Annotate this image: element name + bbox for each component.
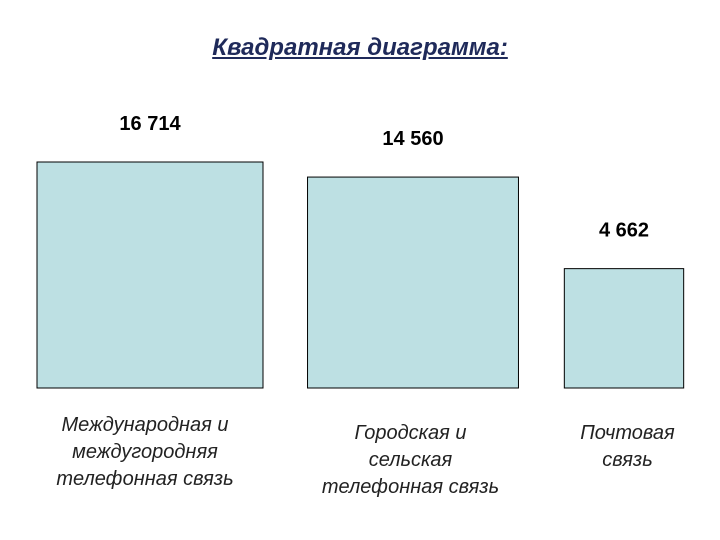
chart-title: Квадратная диаграмма:	[212, 34, 508, 61]
square-0	[36, 161, 264, 389]
category-label-0-line-1: междугородняя	[72, 441, 218, 463]
value-label-1: 14 560	[382, 128, 443, 150]
category-label-2-line-0: Почтовая	[580, 422, 675, 444]
category-label-1-line-0: Городская и	[354, 422, 467, 444]
square-2	[563, 268, 685, 389]
square-1	[307, 176, 519, 389]
category-label-0-line-2: телефонная связь	[56, 468, 234, 490]
category-label-1: Городская и сельская телефонная связь	[288, 420, 533, 501]
category-label-0-line-0: Международная и	[61, 414, 229, 436]
category-label-2-line-1: связь	[602, 449, 653, 471]
category-label-2: Почтовая связь	[555, 420, 700, 474]
category-label-1-line-2: телефонная связь	[321, 476, 500, 498]
value-label-2: 4 662	[599, 220, 649, 242]
category-label-0: Международная и междугородняя телефонная…	[20, 412, 270, 493]
value-label-0: 16 714	[119, 113, 181, 135]
category-label-1-line-1: сельская	[368, 449, 453, 471]
